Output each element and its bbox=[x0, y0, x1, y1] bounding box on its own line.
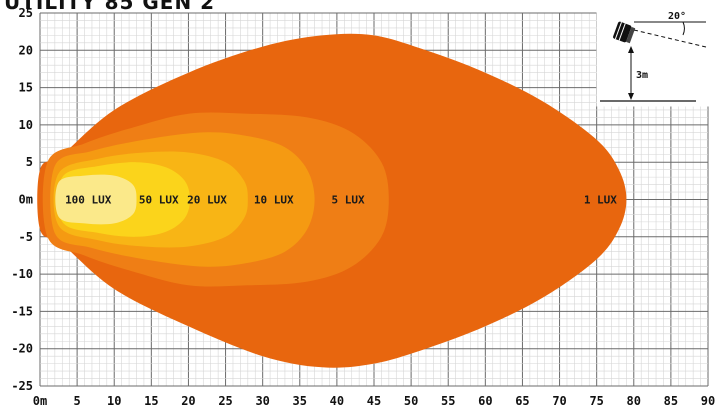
x-tick-label: 0m bbox=[33, 394, 47, 408]
y-tick-label: 20 bbox=[19, 43, 33, 57]
mount-diagram-background bbox=[596, 9, 710, 107]
zone-label-10-lux: 10 LUX bbox=[254, 194, 294, 207]
y-tick-label: -15 bbox=[11, 304, 33, 318]
y-tick-label: 15 bbox=[19, 81, 33, 95]
lux-zones bbox=[37, 33, 627, 368]
y-tick-label: 0m bbox=[19, 193, 33, 207]
lamp-icon bbox=[613, 21, 636, 44]
x-tick-label: 90 bbox=[701, 394, 715, 408]
zone-label-50-lux: 50 LUX bbox=[139, 194, 179, 207]
height-arrow-up-icon bbox=[628, 46, 634, 53]
y-axis-ticks: 25 20 15 10 5 0m -5 -10 -15 -20 -25 bbox=[11, 6, 33, 393]
x-tick-label: 25 bbox=[218, 394, 232, 408]
y-tick-label: -5 bbox=[19, 230, 33, 244]
zone-label-1-lux: 1 LUX bbox=[584, 194, 617, 207]
angle-label: 20° bbox=[668, 11, 686, 22]
x-tick-label: 20 bbox=[181, 394, 195, 408]
x-tick-label: 85 bbox=[664, 394, 678, 408]
height-label: 3m bbox=[636, 70, 648, 81]
x-tick-label: 70 bbox=[552, 394, 566, 408]
x-tick-label: 55 bbox=[441, 394, 455, 408]
lux-zone-labels: 1 LUX 5 LUX 10 LUX 20 LUX 50 LUX 100 LUX bbox=[65, 194, 617, 207]
zone-label-100-lux: 100 LUX bbox=[65, 194, 112, 207]
x-tick-label: 40 bbox=[330, 394, 344, 408]
x-tick-label: 35 bbox=[293, 394, 307, 408]
x-tick-label: 65 bbox=[515, 394, 529, 408]
y-tick-label: 10 bbox=[19, 118, 33, 132]
x-tick-label: 75 bbox=[589, 394, 603, 408]
mount-diagram: 20° 3m bbox=[596, 9, 710, 107]
zone-100-lux bbox=[55, 174, 137, 225]
beam-angle-line bbox=[633, 29, 707, 48]
x-tick-label: 5 bbox=[73, 394, 80, 408]
x-tick-label: 80 bbox=[627, 394, 641, 408]
x-tick-label: 10 bbox=[107, 394, 121, 408]
zone-label-20-lux: 20 LUX bbox=[187, 194, 227, 207]
x-tick-label: 30 bbox=[255, 394, 269, 408]
height-arrow-down-icon bbox=[628, 93, 634, 100]
y-tick-label: -20 bbox=[11, 342, 33, 356]
x-tick-label: 45 bbox=[367, 394, 381, 408]
zone-label-5-lux: 5 LUX bbox=[331, 194, 364, 207]
y-tick-label: 25 bbox=[19, 6, 33, 20]
y-tick-label: -10 bbox=[11, 267, 33, 281]
y-tick-label: 5 bbox=[26, 155, 33, 169]
x-tick-label: 60 bbox=[478, 394, 492, 408]
chart-title: UTILITY 85 GEN 2 bbox=[4, 0, 216, 14]
x-tick-label: 50 bbox=[404, 394, 418, 408]
y-tick-label: -25 bbox=[11, 379, 33, 393]
angle-arc bbox=[682, 21, 685, 36]
x-axis-ticks: 0m 5 10 15 20 25 30 35 40 45 50 55 60 65 70 75 80 85 90 bbox=[33, 394, 715, 408]
x-tick-label: 15 bbox=[144, 394, 158, 408]
